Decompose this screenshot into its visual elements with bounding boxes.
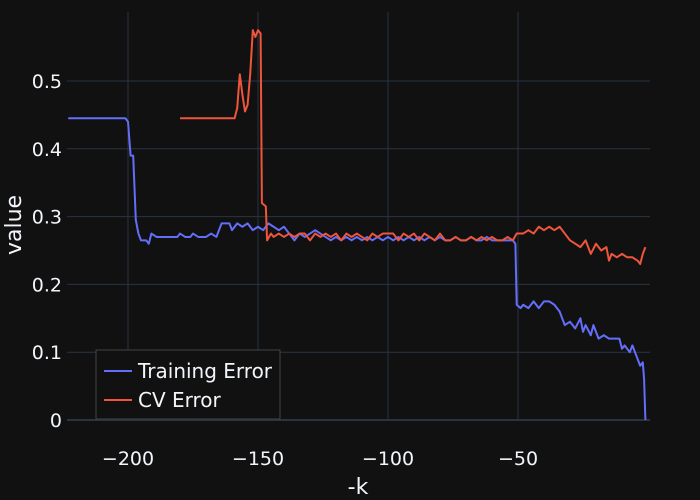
legend: Training Error CV Error [95, 349, 281, 420]
x-tick-label: −50 [498, 448, 538, 470]
legend-label-cv-error: CV Error [138, 388, 222, 412]
y-tick-label: 0.1 [32, 342, 62, 364]
y-axis-title: value [2, 195, 27, 255]
x-tick-label: −100 [362, 448, 414, 470]
y-axis-ticks: 0 0.1 0.2 0.3 0.4 0.5 [32, 71, 62, 432]
series-line-training-error [68, 117, 647, 421]
x-axis-ticks: −200 −150 −100 −50 [102, 448, 538, 470]
x-tick-label: −200 [102, 448, 154, 470]
y-tick-label: 0.4 [32, 139, 62, 161]
x-tick-label: −150 [232, 448, 284, 470]
y-tick-label: 0 [50, 410, 62, 432]
legend-box [95, 349, 281, 420]
legend-label-training-error: Training Error [137, 359, 273, 383]
series-line-cv-error [180, 29, 647, 266]
y-tick-label: 0.2 [32, 274, 62, 296]
series-lines [68, 29, 647, 421]
x-axis-title: -k [348, 475, 369, 500]
y-tick-label: 0.5 [32, 71, 62, 93]
y-tick-label: 0.3 [32, 207, 62, 229]
